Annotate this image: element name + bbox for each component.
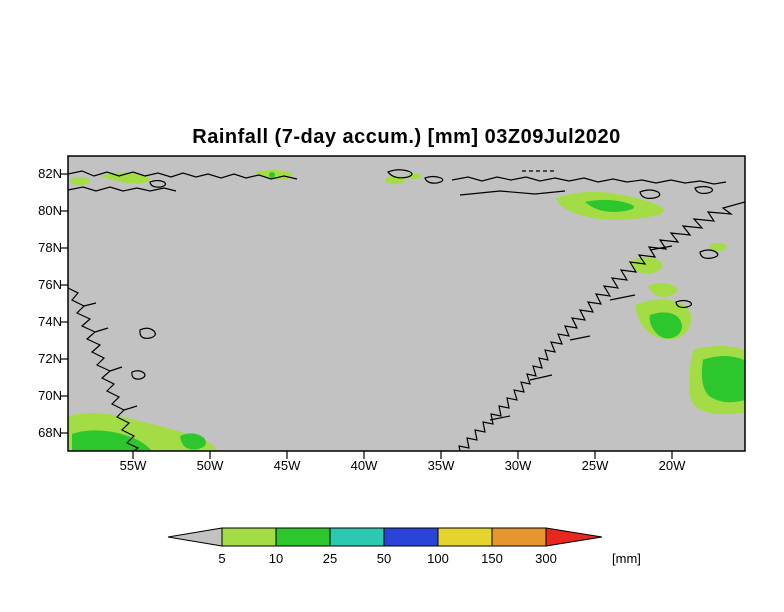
- coastline-path: [569, 335, 591, 341]
- colorbar-segment: [491, 527, 547, 547]
- rain-patch: [709, 243, 727, 251]
- coastline-path: [131, 370, 146, 380]
- x-tick-label: 45W: [273, 458, 301, 473]
- coastline-path: [123, 405, 138, 411]
- rain-patch: [100, 172, 150, 184]
- rain-patch: [407, 173, 421, 179]
- colorbar-segment: [437, 527, 493, 547]
- y-tick-label: 70N: [38, 388, 62, 403]
- rain-patch: [649, 312, 682, 339]
- colorbar-arrow-low: [167, 527, 223, 547]
- colorbar-label: 100: [427, 551, 449, 566]
- coastline-path: [387, 169, 413, 179]
- x-tick-label: 40W: [350, 458, 378, 473]
- y-tick-label: 72N: [38, 351, 62, 366]
- y-tick-label: 76N: [38, 277, 62, 292]
- colorbar-segment: [221, 527, 277, 547]
- colorbar-label: 300: [535, 551, 557, 566]
- coastline-path: [68, 170, 298, 180]
- coastline-path: [639, 189, 661, 199]
- coastline-path: [675, 299, 693, 309]
- rain-patch: [585, 199, 634, 212]
- x-tick-label: 35W: [427, 458, 455, 473]
- rain-patch: [269, 172, 275, 178]
- colorbar-segment: [329, 527, 385, 547]
- colorbar-label: 25: [322, 551, 338, 566]
- coastline-path: [139, 327, 156, 339]
- coastline-path: [83, 302, 97, 307]
- y-tick-label: 82N: [38, 166, 62, 181]
- coastline-path: [699, 249, 719, 259]
- colorbar-segment: [275, 527, 331, 547]
- chart-title: Rainfall (7-day accum.) [mm] 03Z09Jul202…: [192, 126, 621, 148]
- rain-patch: [701, 356, 745, 403]
- y-tick-label: 80N: [38, 203, 62, 218]
- coastline-path: [68, 186, 177, 192]
- x-tick-label: 20W: [658, 458, 686, 473]
- x-tick-label: 30W: [504, 458, 532, 473]
- y-tick-label: 74N: [38, 314, 62, 329]
- coastline-path: [458, 201, 745, 451]
- coastline-path: [94, 327, 109, 333]
- coastline-path: [424, 175, 444, 184]
- coastline-path: [649, 245, 673, 251]
- colorbar-segment: [383, 527, 439, 547]
- coastline-path: [459, 190, 566, 196]
- coastline-path: [451, 176, 727, 185]
- coastline-path: [529, 374, 553, 381]
- x-tick-label: 50W: [196, 458, 224, 473]
- colorbar-unit-label: [mm]: [612, 551, 641, 566]
- rain-patch: [648, 283, 678, 297]
- coastline-path: [694, 185, 714, 195]
- colorbar-label: 150: [481, 551, 503, 566]
- rain-patch: [180, 433, 206, 450]
- colorbar-label: 50: [376, 551, 392, 566]
- coastline-path: [489, 415, 511, 421]
- coastline-path: [109, 366, 123, 372]
- colorbar-arrow-high: [545, 527, 603, 547]
- axis-ticks: [60, 173, 673, 459]
- coastline-path: [609, 294, 636, 301]
- x-tick-label: 25W: [581, 458, 609, 473]
- rain-patch: [70, 177, 90, 185]
- y-tick-label: 68N: [38, 425, 62, 440]
- coastlines: [68, 169, 745, 451]
- colorbar-label: 10: [268, 551, 284, 566]
- colorbar: [167, 527, 603, 547]
- x-tick-label: 55W: [119, 458, 147, 473]
- plot-frame: [67, 155, 746, 452]
- colorbar-label: 5: [218, 551, 226, 566]
- y-tick-label: 78N: [38, 240, 62, 255]
- coastline-path: [149, 179, 167, 188]
- rain-patch: [628, 257, 663, 274]
